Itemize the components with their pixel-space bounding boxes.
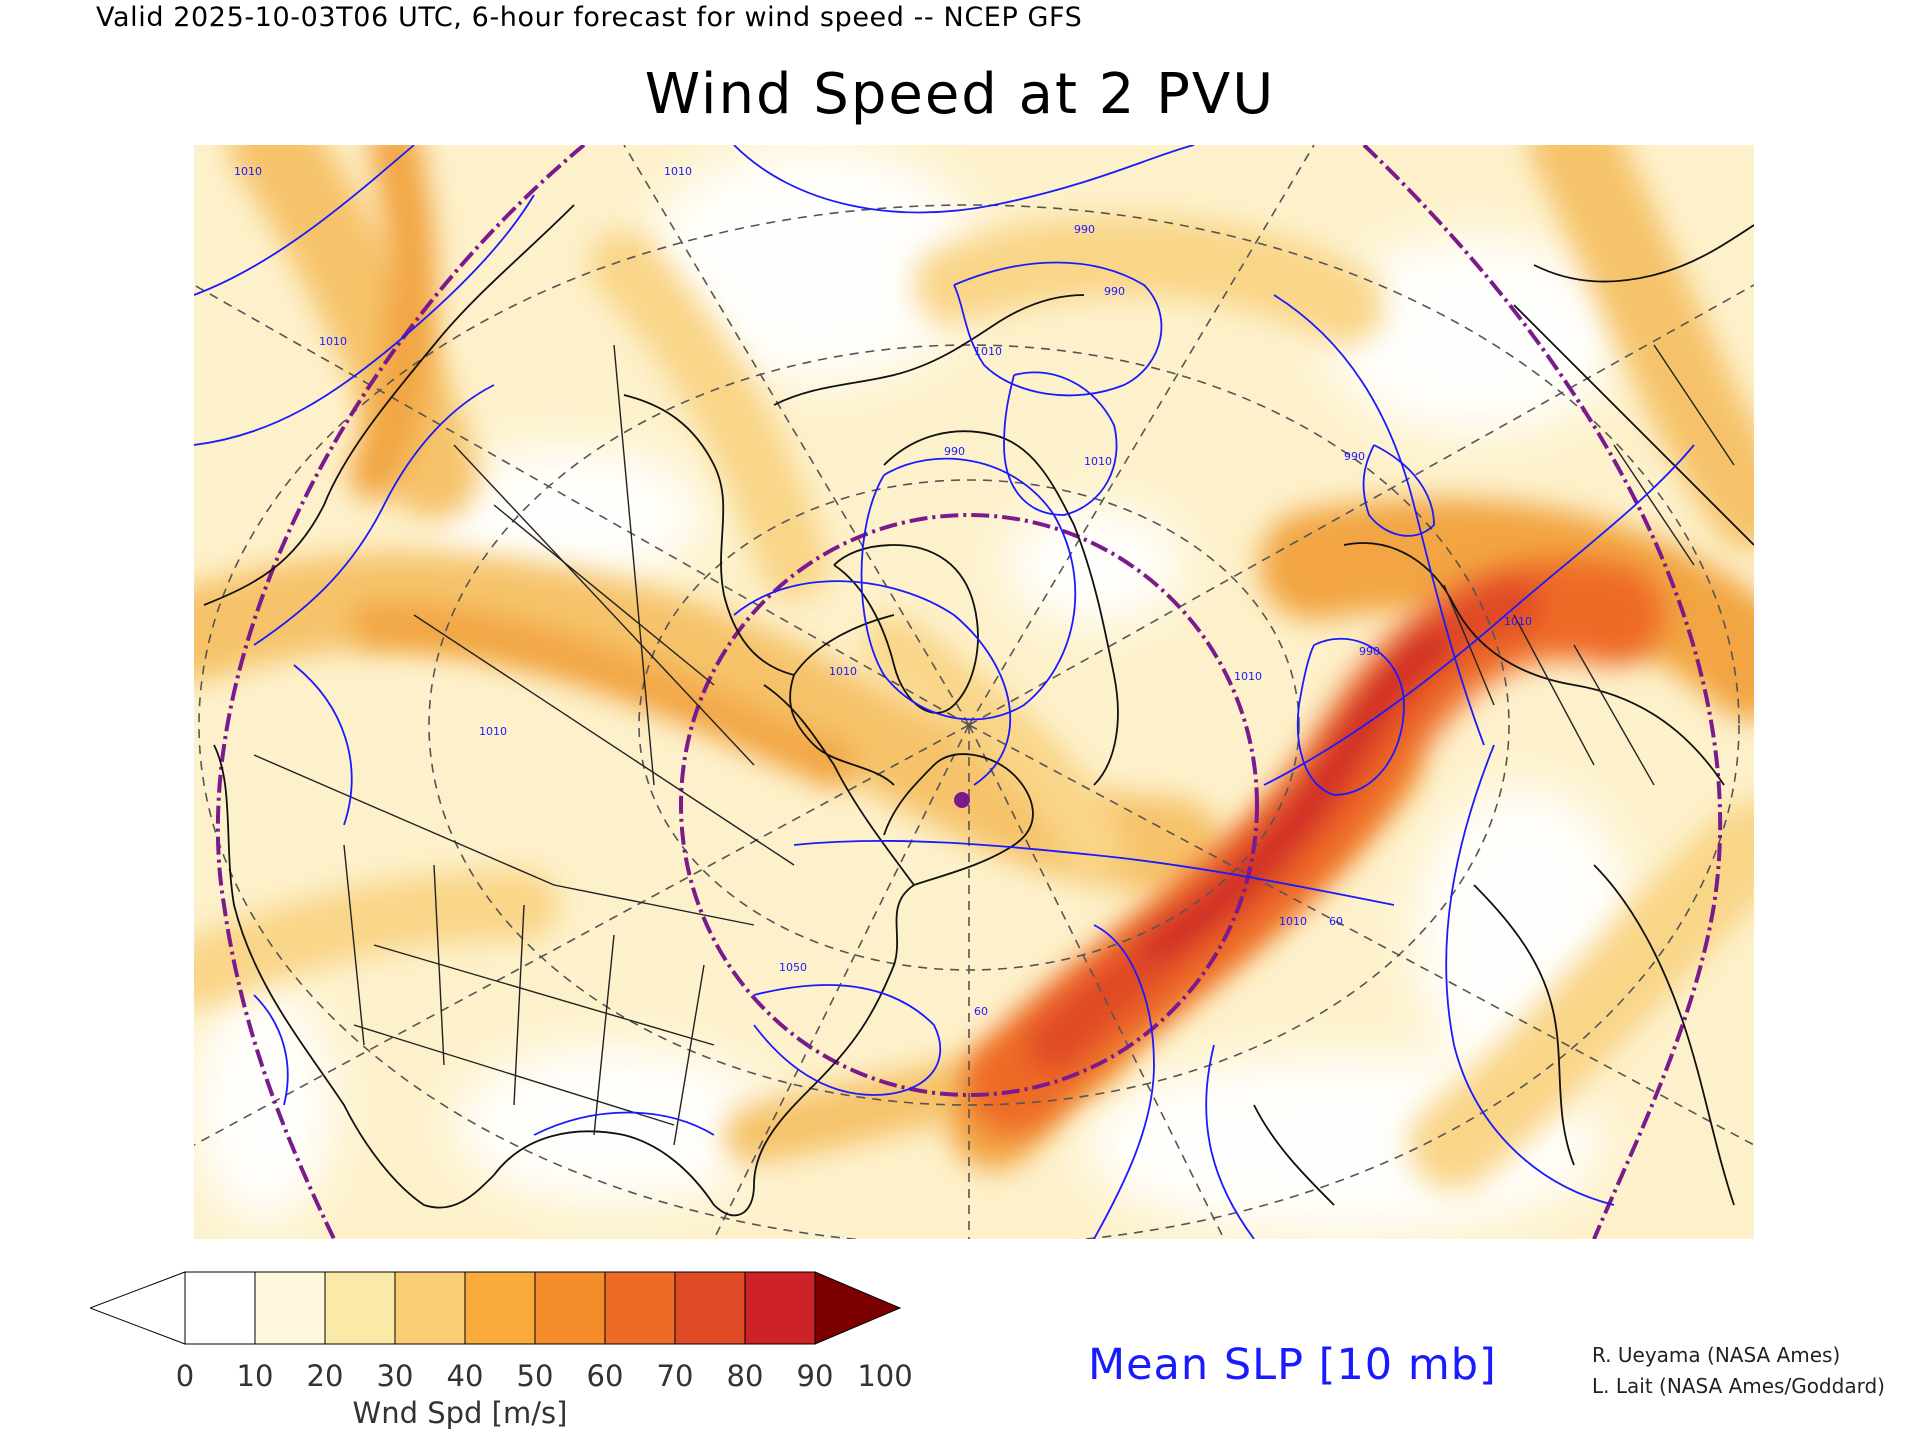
contour-label: 1010 [234, 165, 262, 178]
contour-label: 1010 [974, 345, 1002, 358]
colorbar-units-label: Wnd Spd [m/s] [352, 1396, 568, 1430]
wind-speed-colorbar [90, 1271, 902, 1345]
contour-label: 990 [1104, 285, 1125, 298]
graticule [194, 145, 1754, 1239]
contour-labels: 1010 1010 1010 1010 990 990 990 990 990 … [234, 165, 1532, 1018]
contour-label: 990 [1344, 450, 1365, 463]
contour-label: 1050 [779, 961, 807, 974]
colorbar-tick-label: 90 [796, 1359, 834, 1393]
colorbar-segment [604, 1271, 676, 1345]
colorbar-tick-label: 60 [586, 1359, 624, 1393]
contour-label: 60 [974, 1005, 988, 1018]
contour-label: 1010 [479, 725, 507, 738]
pole-center-marker [954, 792, 970, 808]
map-title: Wind Speed at 2 PVU [644, 62, 1276, 127]
colorbar-tick-label: 30 [376, 1359, 414, 1393]
contour-label: 1010 [1279, 915, 1307, 928]
contour-label: 60 [1329, 915, 1343, 928]
colorbar-segment [324, 1271, 396, 1345]
contour-label: 990 [1074, 223, 1095, 236]
colorbar-tick-label: 40 [446, 1359, 484, 1393]
colorbar-segment [674, 1271, 746, 1345]
colorbar-tick-label: 10 [236, 1359, 274, 1393]
contour-label: 1010 [829, 665, 857, 678]
colorbar-tick-label: 50 [516, 1359, 554, 1393]
colorbar-segment [254, 1271, 326, 1345]
contour-label: 1010 [1504, 615, 1532, 628]
colorbar-arrow-low [90, 1271, 186, 1345]
colorbar-tick-label: 0 [175, 1359, 195, 1393]
jet-streak-core [964, 558, 1664, 1135]
colorbar-segments [90, 1271, 902, 1345]
slp-contours [194, 145, 1695, 1239]
colorbar-segment [534, 1271, 606, 1345]
political-boundaries [253, 344, 1735, 1146]
reference-circles [215, 145, 1723, 1239]
colorbar-tick-label: 70 [656, 1359, 694, 1393]
calm-wind-regions [194, 145, 1634, 1235]
contour-label: 990 [944, 445, 965, 458]
colorbar-segment [744, 1271, 816, 1345]
slp-contour-legend: Mean SLP [10 mb] [1088, 1340, 1497, 1390]
wind-speed-map: 1010 1010 1010 1010 990 990 990 990 990 … [194, 145, 1754, 1239]
colorbar-arrow-high [814, 1271, 902, 1345]
colorbar-segment [394, 1271, 466, 1345]
credit-line-2: L. Lait (NASA Ames/Goddard) [1592, 1374, 1885, 1398]
colorbar-tick-label: 80 [726, 1359, 764, 1393]
contour-label: 990 [1359, 645, 1380, 658]
credit-line-1: R. Ueyama (NASA Ames) [1592, 1343, 1841, 1367]
coastlines [203, 204, 1754, 1217]
colorbar-tick-label: 100 [857, 1359, 913, 1393]
contour-label: 1010 [1234, 670, 1262, 683]
colorbar-tick-label: 20 [306, 1359, 344, 1393]
colorbar-segment [464, 1271, 536, 1345]
contour-label: 1010 [664, 165, 692, 178]
contour-label: 1010 [319, 335, 347, 348]
colorbar-segment [184, 1271, 256, 1345]
contour-label: 1010 [1084, 455, 1112, 468]
forecast-valid-line: Valid 2025-10-03T06 UTC, 6-hour forecast… [96, 2, 1083, 33]
